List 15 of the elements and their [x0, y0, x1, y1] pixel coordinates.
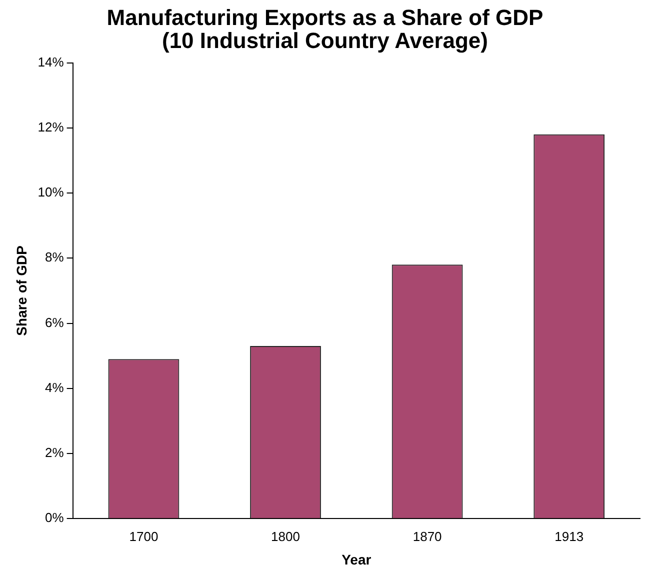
y-tick-label: 6%: [45, 314, 64, 330]
x-tick-label: 1800: [271, 528, 300, 544]
y-tick-label: 8%: [45, 250, 64, 265]
y-tick-label: 14%: [38, 54, 64, 70]
y-tick-label: 4%: [45, 380, 64, 395]
x-axis-title: Year: [342, 551, 372, 568]
x-tick-label: 1913: [554, 528, 584, 544]
y-tick-label: 12%: [38, 119, 64, 134]
y-tick-label: 2%: [45, 445, 64, 460]
chart-title: Manufacturing Exports as a Share of GDP (10 Industrial Country Average): [106, 5, 544, 53]
x-tick-label: 1870: [412, 528, 442, 544]
y-tick-label: 0%: [45, 510, 64, 526]
y-tick-label: 10%: [38, 184, 64, 200]
y-axis-title: Share of GDP: [13, 246, 30, 336]
x-tick-label: 1700: [129, 528, 158, 544]
